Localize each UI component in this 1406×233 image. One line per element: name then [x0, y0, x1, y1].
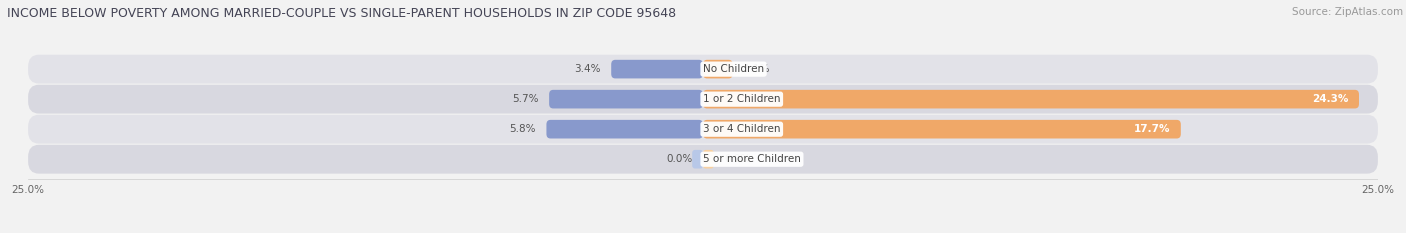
Text: INCOME BELOW POVERTY AMONG MARRIED-COUPLE VS SINGLE-PARENT HOUSEHOLDS IN ZIP COD: INCOME BELOW POVERTY AMONG MARRIED-COUPL…: [7, 7, 676, 20]
FancyBboxPatch shape: [703, 120, 1181, 138]
Text: 3.4%: 3.4%: [574, 64, 600, 74]
Text: 1.1%: 1.1%: [744, 64, 770, 74]
Text: 5.7%: 5.7%: [512, 94, 538, 104]
FancyBboxPatch shape: [703, 90, 1360, 109]
FancyBboxPatch shape: [28, 85, 1378, 113]
Text: Source: ZipAtlas.com: Source: ZipAtlas.com: [1292, 7, 1403, 17]
Text: 0.0%: 0.0%: [724, 154, 751, 164]
FancyBboxPatch shape: [692, 150, 703, 168]
Text: 5 or more Children: 5 or more Children: [703, 154, 801, 164]
Text: 24.3%: 24.3%: [1312, 94, 1348, 104]
Text: 0.0%: 0.0%: [666, 154, 692, 164]
FancyBboxPatch shape: [28, 145, 1378, 174]
Text: 1 or 2 Children: 1 or 2 Children: [703, 94, 780, 104]
FancyBboxPatch shape: [28, 115, 1378, 144]
Text: No Children: No Children: [703, 64, 763, 74]
FancyBboxPatch shape: [28, 55, 1378, 84]
FancyBboxPatch shape: [612, 60, 703, 79]
FancyBboxPatch shape: [547, 120, 703, 138]
FancyBboxPatch shape: [703, 150, 714, 168]
Text: 5.8%: 5.8%: [509, 124, 536, 134]
FancyBboxPatch shape: [550, 90, 703, 109]
Text: 3 or 4 Children: 3 or 4 Children: [703, 124, 780, 134]
Text: 17.7%: 17.7%: [1133, 124, 1170, 134]
Legend: Married Couples, Single Parents: Married Couples, Single Parents: [585, 231, 821, 233]
FancyBboxPatch shape: [703, 60, 733, 79]
